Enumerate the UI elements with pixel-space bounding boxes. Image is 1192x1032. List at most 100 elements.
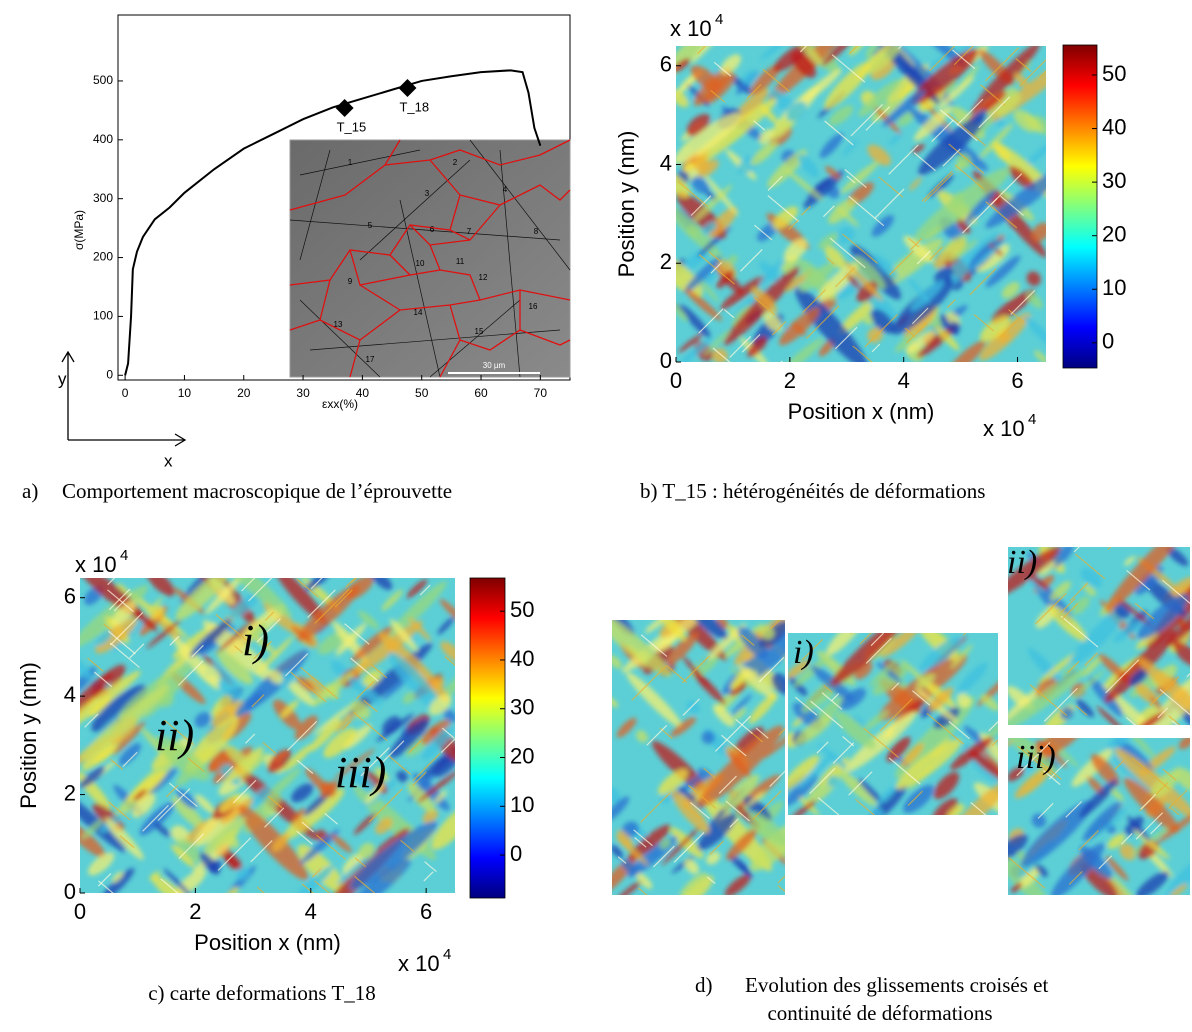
field-blob <box>155 736 210 781</box>
slip-band <box>423 871 434 882</box>
slip-band <box>646 724 668 746</box>
field-blob <box>684 288 722 321</box>
field-blob <box>690 620 728 640</box>
x-tick-label: 6 <box>420 899 432 924</box>
grain-label: 4 <box>503 185 508 194</box>
field-blob <box>880 633 920 658</box>
field-blob <box>636 872 653 889</box>
field-blob <box>80 789 127 853</box>
slip-band <box>848 46 859 55</box>
slip-band <box>806 305 840 339</box>
grain-label: 12 <box>479 273 488 282</box>
x-tick-label: 30 <box>296 386 310 400</box>
field-blob <box>1008 669 1086 725</box>
field-blob <box>1001 282 1020 299</box>
slip-band <box>217 837 252 871</box>
slip-band <box>677 180 709 207</box>
slip-band <box>315 834 346 860</box>
slip-band <box>718 775 737 794</box>
slip-band <box>879 698 913 732</box>
inset-line <box>469 139 571 271</box>
slip-band <box>345 578 356 588</box>
field-blob <box>170 825 190 844</box>
slip-band <box>1159 688 1190 716</box>
field-blob <box>680 338 712 362</box>
field-blob <box>1081 656 1102 677</box>
field-blob <box>235 866 250 881</box>
field-blob <box>306 676 325 697</box>
slip-band <box>262 741 276 754</box>
field-blob <box>955 781 998 815</box>
slip-band <box>267 795 283 809</box>
x-tick-label: 2 <box>189 899 201 924</box>
slip-band <box>913 152 936 172</box>
field-blob <box>131 793 156 818</box>
field-blob <box>389 718 429 758</box>
slip-band <box>1010 289 1036 315</box>
slip-band <box>342 720 352 730</box>
slip-band <box>419 584 431 596</box>
field-blob <box>313 702 357 735</box>
field-blob <box>933 707 960 729</box>
caption: Comportement macroscopique de l’éprouvet… <box>62 479 452 503</box>
field-blob <box>676 112 742 165</box>
y-tick-label: 6 <box>660 52 672 77</box>
field-blob <box>381 589 404 611</box>
field-blob <box>199 852 220 875</box>
slip-band <box>682 655 711 684</box>
field-blob <box>1035 864 1048 877</box>
slip-band <box>714 715 752 752</box>
annotation-marker <box>398 79 417 97</box>
field-blob <box>716 270 734 289</box>
field-blob <box>690 46 720 64</box>
field-blob <box>758 128 774 145</box>
x-axis-label: Position x (nm) <box>788 399 935 424</box>
slip-band <box>741 634 755 646</box>
field-blob <box>1038 561 1056 576</box>
field-blob <box>1023 316 1046 350</box>
slip-band <box>424 861 437 873</box>
field-blob <box>80 671 113 738</box>
field-blob <box>933 771 960 800</box>
field-blob <box>726 829 757 861</box>
slip-band <box>753 296 776 316</box>
slip-band <box>816 741 829 754</box>
field-blob <box>291 626 315 645</box>
colorbar-tick-label: 0 <box>1102 329 1114 354</box>
inset-line <box>309 329 561 351</box>
grain-label: 10 <box>416 259 425 268</box>
slip-band <box>829 237 866 269</box>
field-blob <box>723 124 749 145</box>
field-blob <box>612 655 622 669</box>
y-tick-label: 0 <box>660 348 672 373</box>
annotation-marker <box>335 99 354 118</box>
slip-band <box>109 612 144 646</box>
colorbar-tick-label: 0 <box>510 841 522 866</box>
field-blob <box>305 578 331 591</box>
y-tick-label: 100 <box>93 309 113 323</box>
field-blob <box>797 153 819 178</box>
field-blob <box>830 633 908 687</box>
field-blob <box>828 197 857 224</box>
field-blob <box>622 821 639 838</box>
slip-band <box>832 742 855 764</box>
field-blob <box>867 327 884 343</box>
x-tick-label: 0 <box>122 386 129 400</box>
slip-band <box>97 872 112 887</box>
colorbar-tick-label: 40 <box>1102 114 1126 139</box>
field-blob <box>428 694 452 715</box>
slip-band <box>633 829 653 847</box>
slip-band <box>84 713 99 728</box>
slip-band <box>988 720 998 732</box>
field-blob <box>330 834 353 853</box>
grain-label: 8 <box>534 227 539 236</box>
colorbar-tick-label: 30 <box>510 695 534 720</box>
slip-band <box>1126 717 1137 725</box>
slip-band <box>1016 741 1051 777</box>
field-blob <box>439 669 455 701</box>
field-blob <box>389 618 418 652</box>
slip-band <box>1140 793 1157 810</box>
field-blob <box>701 730 715 745</box>
field-blob <box>364 783 385 805</box>
field-blob <box>691 176 709 194</box>
